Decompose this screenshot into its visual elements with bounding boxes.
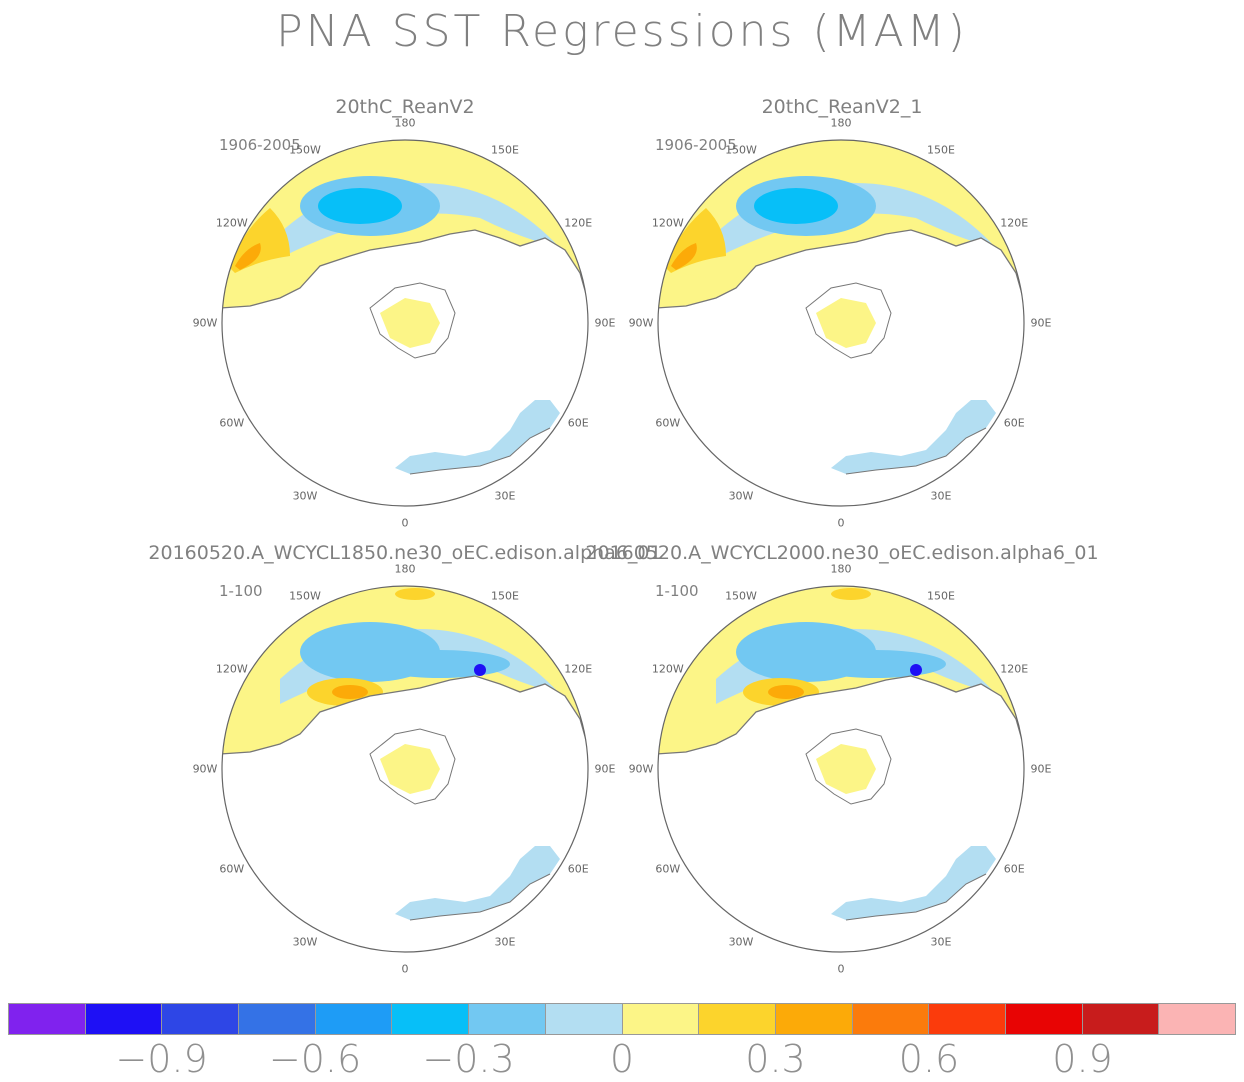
longitude-label-bottom: 0 xyxy=(401,962,409,976)
longitude-label-right: 90E xyxy=(1030,762,1052,776)
colorbar-box xyxy=(315,1004,393,1034)
longitude-label-right: 90E xyxy=(594,316,616,330)
polar-map-panel-4 xyxy=(657,585,1025,953)
colorbar-box xyxy=(162,1004,240,1034)
colorbar-box xyxy=(545,1004,623,1034)
longitude-label-right-high: 120E xyxy=(1000,662,1029,676)
longitude-label-left-high: 120W xyxy=(651,216,684,230)
longitude-label-lower-left: 30W xyxy=(292,935,318,949)
longitude-label-right-low: 60E xyxy=(567,862,589,876)
longitude-label-right-high: 120E xyxy=(1000,216,1029,230)
longitude-label-upper-right: 150E xyxy=(927,143,955,157)
longitude-label-left-high: 120W xyxy=(215,216,248,230)
colorbar-box xyxy=(392,1004,470,1034)
period-label-4: 1-100 xyxy=(655,582,699,600)
longitude-label-left: 90W xyxy=(628,762,654,776)
main-title: PNA SST Regressions (MAM) xyxy=(276,6,968,57)
longitude-label-right: 90E xyxy=(594,762,616,776)
longitude-label-right-high: 120E xyxy=(564,216,593,230)
longitude-label-left-low: 60W xyxy=(219,862,245,876)
polar-map-panel-1 xyxy=(221,139,589,507)
polar-map-panel-3 xyxy=(221,585,589,953)
longitude-label-upper-right: 150E xyxy=(491,143,519,157)
longitude-label-top: 180 xyxy=(830,116,852,130)
longitude-label-left-high: 120W xyxy=(651,662,684,676)
colorbar-box xyxy=(622,1004,700,1034)
colorbar-box xyxy=(85,1004,163,1034)
longitude-label-left: 90W xyxy=(628,316,654,330)
longitude-label-upper-left: 150W xyxy=(289,143,321,157)
period-label-2: 1906-2005 xyxy=(655,136,737,154)
longitude-label-lower-left: 30W xyxy=(728,489,754,503)
longitude-label-lower-left: 30W xyxy=(292,489,318,503)
colorbar-box xyxy=(699,1004,776,1034)
longitude-label-lower-left: 30W xyxy=(728,935,754,949)
longitude-label-right-high: 120E xyxy=(564,662,593,676)
longitude-label-top: 180 xyxy=(394,116,416,130)
longitude-label-right-low: 60E xyxy=(1003,862,1025,876)
polar-map-panel-2 xyxy=(657,139,1025,507)
colorbar-box xyxy=(239,1004,316,1034)
colorbar-tick-label: −0.3 xyxy=(422,1037,515,1081)
panel-title-1: 20thC_ReanV2 xyxy=(335,96,475,118)
colorbar xyxy=(8,1003,1236,1035)
period-label-3: 1-100 xyxy=(219,582,263,600)
longitude-label-bottom: 0 xyxy=(837,962,845,976)
longitude-label-right-low: 60E xyxy=(567,416,589,430)
colorbar-tick-label: 0.9 xyxy=(1052,1037,1113,1081)
longitude-label-upper-left: 150W xyxy=(725,143,757,157)
colorbar-tick-label: −0.6 xyxy=(268,1037,362,1081)
colorbar-box xyxy=(1005,1004,1083,1034)
longitude-label-top: 180 xyxy=(830,562,852,576)
colorbar-box xyxy=(929,1004,1006,1034)
longitude-label-lower-right: 30E xyxy=(494,935,516,949)
longitude-label-left-low: 60W xyxy=(655,416,681,430)
panel-title-4: 20160520.A_WCYCL2000.ne30_oEC.edison.alp… xyxy=(585,542,1099,564)
longitude-label-bottom: 0 xyxy=(837,516,845,530)
colorbar-tick-label: 0.6 xyxy=(898,1037,960,1081)
longitude-label-right-low: 60E xyxy=(1003,416,1025,430)
longitude-label-left-high: 120W xyxy=(215,662,248,676)
longitude-label-upper-right: 150E xyxy=(927,589,955,603)
colorbar-box xyxy=(1159,1004,1235,1034)
longitude-label-left: 90W xyxy=(192,762,218,776)
colorbar-tick-label: −0.9 xyxy=(115,1037,208,1081)
colorbar-box xyxy=(9,1004,86,1034)
colorbar-tick-label: 0 xyxy=(609,1037,635,1081)
longitude-label-left: 90W xyxy=(192,316,218,330)
longitude-label-top: 180 xyxy=(394,562,416,576)
colorbar-box xyxy=(469,1004,546,1034)
longitude-label-left-low: 60W xyxy=(219,416,245,430)
longitude-label-lower-right: 30E xyxy=(930,489,952,503)
panel-title-2: 20thC_ReanV2_1 xyxy=(761,96,923,118)
longitude-label-upper-right: 150E xyxy=(491,589,519,603)
period-label-1: 1906-2005 xyxy=(219,136,301,154)
panel-title-3: 20160520.A_WCYCL1850.ne30_oEC.edison.alp… xyxy=(148,542,662,564)
colorbar-box xyxy=(852,1004,930,1034)
longitude-label-right: 90E xyxy=(1030,316,1052,330)
longitude-label-upper-left: 150W xyxy=(289,589,321,603)
colorbar-box xyxy=(775,1004,853,1034)
longitude-label-upper-left: 150W xyxy=(725,589,757,603)
colorbar-box xyxy=(1082,1004,1160,1034)
longitude-label-lower-right: 30E xyxy=(930,935,952,949)
longitude-label-left-low: 60W xyxy=(655,862,681,876)
colorbar-tick-label: 0.3 xyxy=(745,1037,806,1081)
longitude-label-bottom: 0 xyxy=(401,516,409,530)
longitude-label-lower-right: 30E xyxy=(494,489,516,503)
